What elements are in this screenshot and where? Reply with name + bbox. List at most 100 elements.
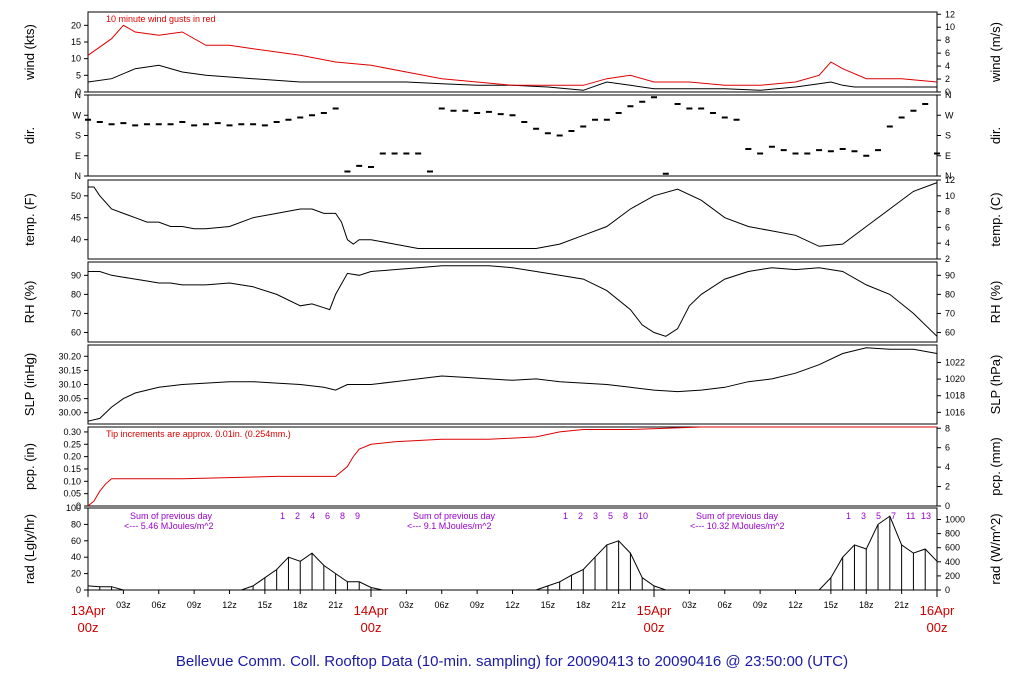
slp-frame bbox=[87, 344, 938, 425]
wind-ytick-right-label: 8 bbox=[945, 35, 950, 45]
pcp-ytick-left-label: 0.10 bbox=[63, 476, 81, 486]
dir-point bbox=[474, 112, 481, 114]
dir-point bbox=[261, 124, 268, 127]
temp-ytick-right-label: 10 bbox=[945, 191, 955, 201]
rad-note-value: <--- 9.1 MJoules/m^2 bbox=[407, 521, 492, 531]
dir-point bbox=[603, 118, 610, 121]
dir-point bbox=[568, 130, 575, 132]
dir-point bbox=[792, 152, 799, 155]
dir-point bbox=[686, 107, 693, 110]
dir-point bbox=[238, 123, 245, 126]
rad-hour-marker: 8 bbox=[340, 511, 345, 521]
temp-ytick-right-label: 12 bbox=[945, 175, 955, 185]
slp-ytick-left-label: 30.05 bbox=[58, 394, 81, 404]
pcp-ytick-left-label: 0 bbox=[76, 501, 81, 511]
rh-ytick-left-label: 70 bbox=[71, 308, 81, 318]
dir-point bbox=[839, 148, 846, 150]
rh-frame bbox=[87, 261, 938, 343]
rad-ytick-right-label: 200 bbox=[945, 571, 960, 581]
rh-ylabel-right: RH (%) bbox=[988, 281, 1003, 324]
rh-ytick-left-label: 80 bbox=[71, 289, 81, 299]
dir-point bbox=[544, 132, 551, 135]
rad-hour-marker: 13 bbox=[921, 511, 931, 521]
wind-annotation: 10 minute wind gusts in red bbox=[106, 14, 216, 24]
pcp-ytick-right-label: 0 bbox=[945, 501, 950, 511]
hour-label: 12z bbox=[505, 600, 520, 610]
wind-ytick-right-label: 2 bbox=[945, 74, 950, 84]
dir-point bbox=[214, 122, 221, 125]
rad-ytick-left-label: 100 bbox=[66, 503, 81, 513]
rad-ytick-left-label: 0 bbox=[76, 585, 81, 595]
wind-ytick-right-label: 10 bbox=[945, 22, 955, 32]
dir-ytick-left-label: W bbox=[73, 110, 82, 120]
wind-ytick-left-label: 10 bbox=[71, 54, 81, 64]
dir-point bbox=[580, 125, 587, 128]
wind-series-gust bbox=[87, 24, 938, 86]
dir-point bbox=[934, 152, 940, 155]
rh-ytick-left-label: 60 bbox=[71, 327, 81, 337]
hour-label: 18z bbox=[576, 600, 591, 610]
dir-point bbox=[179, 121, 186, 123]
temp-ytick-left-label: 40 bbox=[71, 235, 81, 245]
rad-ylabel-left: rad (Lgly/hr) bbox=[22, 514, 37, 584]
dir-point bbox=[344, 170, 351, 173]
rh-ylabel-left: RH (%) bbox=[22, 281, 37, 324]
dir-ytick-left-label: S bbox=[75, 131, 81, 141]
dir-point bbox=[391, 152, 398, 155]
slp-ytick-left-label: 30.15 bbox=[58, 365, 81, 375]
panel-slp: SLP (inHg) SLP (hPa) 30.00 30.05 30.10 30.15 3… bbox=[22, 344, 1003, 425]
day-label-hour: 00z bbox=[927, 620, 948, 635]
day-label-date: 13Apr bbox=[71, 603, 106, 618]
panels-layer: wind (kts) wind (m/s)0510152002468101210 … bbox=[22, 9, 1003, 595]
rad-note-value: <--- 5.46 MJoules/m^2 bbox=[124, 521, 214, 531]
dir-point bbox=[922, 103, 929, 105]
dir-point bbox=[356, 164, 363, 167]
wind-ytick-left-label: 20 bbox=[71, 20, 81, 30]
hour-label: 15z bbox=[824, 600, 839, 610]
dir-point bbox=[556, 134, 563, 137]
dir-point bbox=[403, 152, 410, 155]
dir-point bbox=[851, 150, 858, 153]
dir-point bbox=[662, 172, 669, 175]
rad-hour-marker: 8 bbox=[623, 511, 628, 521]
hour-label: 21z bbox=[611, 600, 626, 610]
dir-point bbox=[202, 123, 209, 126]
rad-ytick-right-label: 400 bbox=[945, 557, 960, 567]
dir-point bbox=[745, 148, 752, 150]
dir-ytick-right-label: E bbox=[945, 151, 951, 161]
rad-frame bbox=[87, 507, 938, 591]
dir-point bbox=[273, 121, 280, 123]
wind-ytick-left-label: 0 bbox=[76, 87, 81, 97]
rh-ytick-right-label: 70 bbox=[945, 308, 955, 318]
rad-hour-marker: 6 bbox=[325, 511, 330, 521]
rad-note-title: Sum of previous day bbox=[130, 511, 213, 521]
dir-point bbox=[804, 152, 811, 155]
dir-point bbox=[191, 124, 198, 127]
slp-series bbox=[87, 347, 938, 422]
dir-ylabel-left: dir. bbox=[22, 127, 37, 144]
hour-label: 15z bbox=[258, 600, 273, 610]
hour-label: 03z bbox=[116, 600, 131, 610]
rad-ytick-left-label: 80 bbox=[71, 519, 81, 529]
rad-hour-marker: 1 bbox=[280, 511, 285, 521]
dir-ytick-left-label: N bbox=[75, 171, 82, 181]
hour-label: 06z bbox=[717, 600, 732, 610]
rh-ytick-right-label: 60 bbox=[945, 327, 955, 337]
dir-ylabel-right: dir. bbox=[988, 127, 1003, 144]
rad-note-title: Sum of previous day bbox=[413, 511, 496, 521]
rad-hour-marker: 4 bbox=[310, 511, 315, 521]
wind-ylabel-right: wind (m/s) bbox=[988, 22, 1003, 83]
slp-ytick-right-label: 1020 bbox=[945, 374, 965, 384]
slp-ylabel-left: SLP (inHg) bbox=[22, 353, 37, 416]
dir-ytick-left-label: N bbox=[75, 90, 82, 100]
pcp-ytick-right-label: 2 bbox=[945, 482, 950, 492]
dir-point bbox=[733, 118, 740, 121]
day-label-hour: 00z bbox=[361, 620, 382, 635]
hour-label: 03z bbox=[682, 600, 697, 610]
dir-point bbox=[120, 122, 127, 125]
pcp-frame bbox=[87, 426, 938, 507]
temp-ylabel-left: temp. (F) bbox=[22, 193, 37, 246]
dir-point bbox=[509, 114, 516, 117]
rad-hour-marker: 2 bbox=[578, 511, 583, 521]
hour-label: 06z bbox=[434, 600, 449, 610]
